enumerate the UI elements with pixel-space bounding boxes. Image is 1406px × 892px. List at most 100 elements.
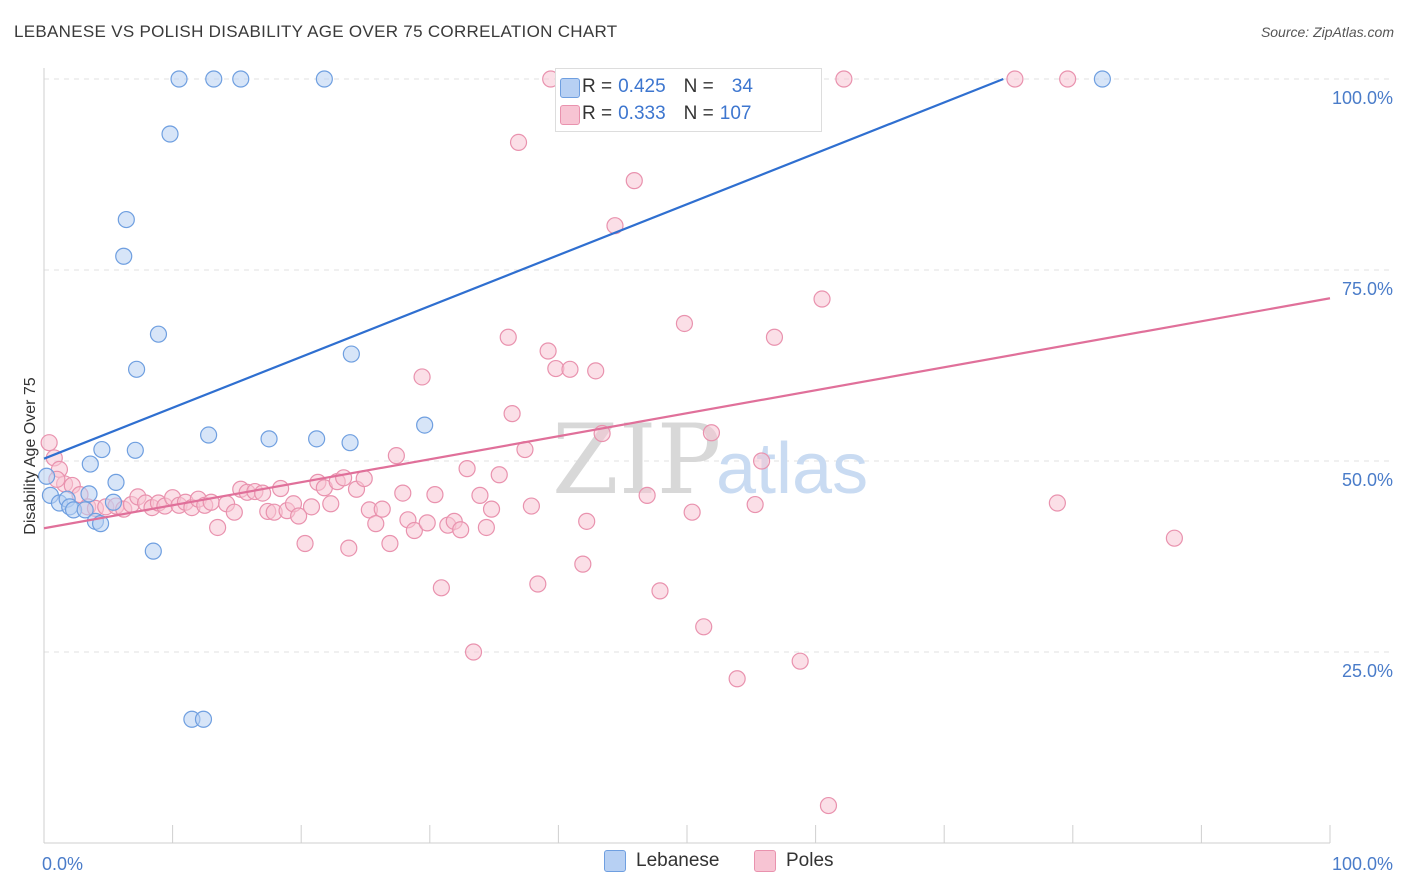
poles-point	[587, 362, 605, 380]
lebanese-point	[127, 360, 146, 378]
poles-point	[373, 500, 391, 518]
poles-point	[272, 479, 290, 498]
watermark-zip: ZIP	[552, 404, 721, 516]
lebanese-point	[260, 430, 278, 448]
poles-point	[225, 503, 243, 521]
poles-point	[418, 514, 436, 532]
legend-swatch-lebanese	[560, 78, 580, 98]
lebanese-point	[194, 710, 213, 728]
y-tick-label: 100.0%	[1332, 88, 1393, 108]
poles-point	[335, 469, 353, 487]
lebanese-point	[149, 325, 168, 343]
legend-n-value: 107	[719, 103, 752, 124]
poles-point	[746, 495, 764, 514]
poles-point	[296, 534, 314, 553]
y-tick-label: 50.0%	[1342, 470, 1393, 490]
lebanese-point	[117, 210, 135, 229]
poles-point	[529, 575, 547, 593]
lebanese-point	[232, 70, 250, 88]
poles-points	[40, 70, 1183, 815]
lebanese-point	[205, 70, 223, 88]
source-credit: Source: ZipAtlas.com	[1260, 24, 1394, 40]
poles-point	[464, 643, 483, 661]
poles-point	[477, 518, 495, 537]
legend-row-lebanese: R = 0.425 N = 34	[560, 75, 759, 99]
legend-row-poles: R = 0.333 N = 107	[560, 102, 757, 126]
chart-title: LEBANESE VS POLISH DISABILITY AGE OVER 7…	[14, 22, 618, 41]
lebanese-point	[115, 247, 133, 265]
poles-point	[539, 342, 557, 360]
poles-point	[561, 360, 579, 378]
legend-label-lebanese: Lebanese	[636, 850, 720, 871]
legend-swatch-poles	[560, 105, 580, 125]
poles-point	[426, 486, 444, 504]
poles-point	[509, 133, 528, 152]
lebanese-point	[81, 455, 99, 473]
lebanese-point	[315, 70, 333, 88]
poles-point	[1006, 70, 1024, 88]
lebanese-point	[161, 125, 179, 143]
poles-point	[819, 796, 838, 815]
axis-labels: 100.0% 75.0% 50.0% 25.0% 0.0% 100.0% Disabilit…	[22, 88, 1393, 874]
poles-point	[490, 466, 508, 484]
lebanese-trend-line	[43, 77, 1004, 460]
poles-point	[471, 486, 489, 504]
legend-item-lebanese[interactable]: Lebanese	[604, 850, 719, 872]
lebanese-point	[126, 441, 144, 459]
x-tick-label-right: 100.0%	[1332, 854, 1393, 874]
lebanese-points	[37, 70, 1111, 728]
poles-point	[752, 452, 771, 470]
gridlines	[44, 78, 1392, 653]
poles-point	[209, 518, 227, 537]
poles-point	[387, 447, 405, 465]
poles-point	[40, 434, 58, 452]
legend-r-value: 0.333	[618, 103, 666, 124]
poles-point	[405, 521, 423, 540]
poles-point	[638, 486, 656, 504]
lebanese-point	[1093, 70, 1111, 88]
axes	[43, 68, 1331, 844]
lebanese-point	[200, 426, 218, 444]
poles-point	[574, 555, 592, 573]
legend-r-value: 0.425	[618, 76, 666, 97]
legend-r-label: R =	[582, 76, 613, 97]
poles-point	[1165, 529, 1183, 547]
poles-point	[413, 368, 431, 386]
lebanese-point	[416, 416, 434, 434]
poles-point	[813, 290, 831, 308]
poles-point	[458, 460, 476, 478]
watermark-atlas: atlas	[716, 429, 868, 509]
correlation-legend: R = 0.425 N = 34 R = 0.333 N = 107	[555, 68, 822, 132]
poles-point	[381, 534, 399, 553]
legend-swatch-lebanese	[604, 850, 626, 872]
poles-point	[290, 507, 308, 525]
poles-point	[340, 539, 358, 557]
lebanese-point	[144, 542, 162, 560]
watermark: ZIP atlas	[552, 404, 868, 516]
lebanese-point	[170, 70, 188, 88]
y-tick-label: 75.0%	[1342, 279, 1393, 299]
poles-point	[452, 521, 470, 539]
poles-point	[394, 484, 412, 502]
legend-item-poles[interactable]: Poles	[754, 850, 834, 872]
legend-n-label: N =	[683, 103, 714, 124]
y-axis-label: Disability Age Over 75	[22, 377, 39, 535]
y-tick-label: 25.0%	[1342, 661, 1393, 681]
poles-point	[482, 500, 501, 518]
poles-point	[728, 670, 746, 688]
legend-n-value: 34	[731, 76, 753, 97]
poles-point	[499, 328, 517, 346]
poles-point	[367, 515, 385, 533]
lebanese-point	[107, 473, 125, 491]
poles-point	[322, 495, 340, 513]
poles-point	[1059, 70, 1077, 88]
legend-r-label: R =	[582, 103, 613, 124]
poles-point	[651, 582, 669, 600]
poles-point	[695, 618, 713, 636]
trend-lines	[43, 77, 1331, 530]
lebanese-point	[37, 467, 56, 485]
poles-point	[625, 172, 643, 190]
lebanese-point	[80, 485, 98, 503]
lebanese-point	[93, 440, 111, 459]
